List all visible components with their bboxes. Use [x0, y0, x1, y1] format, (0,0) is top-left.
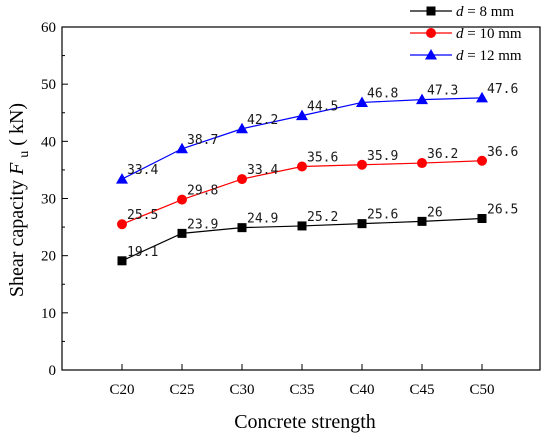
data-label: 36.2 [427, 147, 458, 162]
data-point-circle [177, 194, 187, 205]
x-tick-label: C40 [349, 382, 374, 398]
legend-label-var: d [456, 4, 464, 20]
y-axis-title-prefix: Shear capacity [6, 180, 28, 297]
plot-frame [61, 26, 541, 371]
x-tick-label: C50 [469, 382, 494, 398]
data-point-triangle [356, 96, 368, 107]
legend-label-rest: = 12 mm [464, 48, 522, 64]
data-point-circle [117, 219, 127, 230]
data-label-layer: 19.1 23.9 24.9 25.2 25.6 26 26.5 25.5 29.8 33.4 35… [127, 82, 518, 260]
data-point-square [426, 6, 436, 16]
y-tick-label: 0 [49, 363, 57, 379]
legend-label-rest: = 10 mm [464, 26, 522, 42]
legend-label: d = 8 mm [456, 4, 514, 20]
data-point-circle [237, 174, 247, 185]
y-tick-label: 20 [41, 249, 56, 265]
data-label: 46.8 [367, 86, 398, 101]
data-label: 44.5 [307, 100, 338, 115]
series-layer [116, 91, 488, 266]
data-point-circle [477, 155, 487, 166]
legend: d = 8 mmd = 10 mmd = 12 mm [410, 4, 522, 64]
data-point-square [297, 221, 307, 231]
data-point-triangle [176, 142, 188, 154]
data-label: 29.8 [187, 184, 218, 199]
data-point-triangle [116, 173, 128, 184]
data-point-triangle [416, 93, 428, 105]
data-point-square [477, 214, 487, 224]
data-label: 35.9 [367, 149, 398, 164]
data-label: 26.5 [487, 203, 518, 218]
data-label: 36.6 [487, 145, 518, 160]
y-axis-title-var: F [6, 162, 28, 176]
data-point-circle [426, 28, 436, 38]
y-tick-label: 50 [41, 77, 56, 93]
data-point-square [177, 228, 187, 238]
data-point-triangle [425, 49, 437, 60]
data-label: 33.4 [247, 163, 278, 178]
data-point-square [237, 223, 247, 233]
x-tick-label: C45 [409, 382, 434, 398]
data-point-square [357, 219, 367, 229]
data-point-square [417, 216, 427, 226]
data-point-triangle [296, 109, 308, 121]
legend-label: d = 10 mm [456, 26, 522, 42]
data-label: 25.5 [127, 208, 158, 223]
x-tick-label: C35 [289, 382, 314, 398]
data-label: 38.7 [187, 133, 218, 148]
data-point-triangle [236, 122, 248, 134]
data-point-circle [297, 161, 307, 172]
y-tick-label: 10 [41, 306, 56, 322]
x-axis-title: Concrete strength [234, 411, 376, 433]
data-label: 24.9 [247, 212, 278, 227]
y-axis-title-unit: ( kN) [6, 103, 28, 146]
y-axis-title: Shear capacity F u ( kN) [6, 103, 33, 297]
data-label: 25.2 [307, 210, 338, 225]
data-label: 42.2 [247, 113, 278, 128]
data-label: 35.6 [307, 150, 338, 165]
legend-label-rest: = 8 mm [464, 4, 515, 20]
data-point-circle [417, 158, 427, 169]
x-tick-label: C25 [169, 382, 194, 398]
legend-label: d = 12 mm [456, 48, 522, 64]
y-tick-label: 30 [41, 192, 56, 208]
data-label: 33.4 [127, 163, 158, 178]
legend-label-var: d [456, 26, 464, 42]
data-point-square [117, 256, 127, 266]
data-label: 23.9 [187, 217, 218, 232]
data-point-circle [357, 159, 367, 170]
y-tick-label: 60 [41, 20, 56, 36]
data-label: 19.1 [127, 245, 158, 260]
x-tick-label: C30 [229, 382, 254, 398]
data-label: 25.6 [367, 208, 398, 223]
data-label: 47.3 [427, 84, 458, 99]
plot-layer: 0 10 20 30 40 50 60 C20 C25 C30 C35 C40 C45 C50 [41, 20, 541, 398]
x-tick-label: C20 [109, 382, 134, 398]
data-point-triangle [476, 91, 488, 103]
y-axis-title-sub: u [17, 151, 32, 158]
data-label: 47.6 [487, 82, 518, 97]
y-tick-label: 40 [41, 134, 56, 150]
legend-label-var: d [456, 48, 464, 64]
data-label: 26 [427, 205, 443, 220]
